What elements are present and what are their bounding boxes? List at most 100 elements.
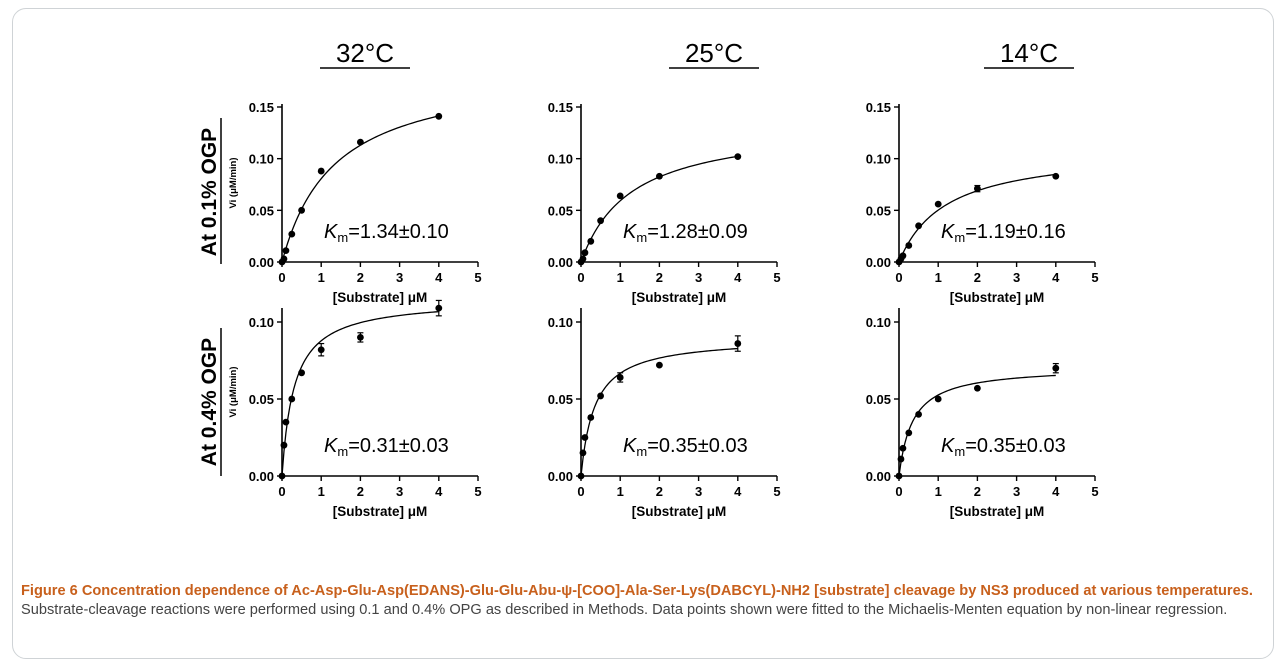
- row-label-0-4-ogp: At 0.4% OGP: [198, 338, 221, 466]
- figure-frame: [12, 8, 1274, 659]
- panel-1-x-tick-label: 3: [695, 270, 702, 285]
- panel-2-km-annotation: Km=1.19±0.16: [941, 221, 1066, 245]
- panel-1-x-axis-label: [Substrate] μM: [632, 290, 727, 305]
- row-label-0-1-ogp: At 0.1% OGP: [198, 128, 221, 256]
- panel-1-y-tick-label: 0.05: [548, 203, 573, 218]
- panel-4-data-point: [581, 434, 589, 441]
- panel-0-y-tick-label: 0.15: [249, 100, 274, 115]
- panel-3-data-point: [435, 304, 443, 312]
- caption-title: Figure 6 Concentration dependence of Ac-…: [21, 583, 1253, 599]
- panel-5-x-tick-label: 3: [1013, 484, 1020, 499]
- panel-0-data-point: [317, 167, 325, 175]
- panel-0-x-axis-label: [Substrate] μM: [333, 290, 428, 305]
- panel-3: 0 1 2 3 4 5 0.00 0.05 0.10 [Substrate] μM Vi (μM/m…: [228, 299, 482, 519]
- panel-3-data-point: [298, 369, 305, 377]
- panel-4: 0 1 2 3 4 5 0.00 0.05 0.10 [Substrate] μM Km=0.35±…: [548, 308, 781, 519]
- panel-0-y-tick-label: 0.05: [249, 203, 274, 218]
- panel-3-data-point: [282, 418, 290, 426]
- panel-0-data-point: [280, 255, 288, 263]
- panel-5-fit-curve: [898, 374, 1056, 477]
- panel-5-data-point: [974, 384, 981, 392]
- panel-2-data-point: [915, 222, 922, 230]
- panel-5-data-point: [897, 455, 905, 463]
- panel-4-fit-curve: [580, 347, 738, 477]
- panel-1-data-point: [597, 217, 604, 225]
- column-header-14c: 14°C: [1000, 38, 1058, 68]
- panel-5-y-tick-label: 0.05: [866, 392, 891, 407]
- panel-4-y-tick-label: 0.00: [548, 469, 573, 484]
- panel-4-data-point: [616, 374, 624, 381]
- figure-panels: 32°C 25°C 14°C At 0.1% OGP At 0.4% OGP 0…: [198, 38, 1099, 519]
- panel-3-x-tick-label: 4: [435, 484, 443, 499]
- panel-1-x-tick-label: 4: [734, 270, 742, 285]
- panel-1-x-tick-label: 5: [773, 270, 780, 285]
- panel-1-x-tick-label: 0: [577, 270, 584, 285]
- panel-2-x-tick-label: 2: [974, 270, 981, 285]
- column-header-25c: 25°C: [685, 38, 743, 68]
- panel-0-y-axis-label: Vi (μM/min): [228, 157, 239, 208]
- panel-2-data-point: [899, 252, 907, 260]
- panel-3-data-point: [357, 334, 364, 341]
- panel-0-data-point: [288, 230, 296, 238]
- panel-2-x-tick-label: 0: [895, 270, 902, 285]
- panel-1-data-point: [579, 255, 587, 263]
- panel-3-data-point: [278, 472, 286, 480]
- panel-0-x-tick-label: 5: [474, 270, 481, 285]
- panel-3-data-point: [317, 346, 325, 354]
- panel-5-data-point: [905, 429, 913, 437]
- panel-2-x-tick-label: 3: [1013, 270, 1020, 285]
- panel-1-y-tick-label: 0.00: [548, 255, 573, 270]
- panel-5-data-point: [1052, 364, 1060, 372]
- panel-0-km-annotation: Km=1.34±0.10: [324, 221, 449, 245]
- panel-0-x-tick-label: 4: [435, 270, 443, 285]
- panel-1: 0 1 2 3 4 5 0.00 0.05 0.10 0.15 [Substrate] μM Km=1…: [548, 100, 781, 305]
- column-header-32c: 32°C: [336, 38, 394, 68]
- panel-0-data-point: [357, 138, 364, 146]
- panel-2: 0 1 2 3 4 5 0.00 0.05 0.10 0.15 [Substrate] μM Km=1…: [866, 100, 1099, 305]
- panel-2-data-point: [974, 185, 981, 193]
- panel-3-y-tick-label: 0.10: [249, 315, 274, 330]
- panel-0-y-tick-label: 0.10: [249, 152, 274, 167]
- panel-4-x-axis-label: [Substrate] μM: [632, 504, 727, 519]
- panel-0-x-tick-label: 1: [318, 270, 325, 285]
- panel-1-km-annotation: Km=1.28±0.09: [623, 221, 748, 245]
- panel-1-y-tick-label: 0.10: [548, 152, 573, 167]
- panel-2-x-tick-label: 5: [1091, 270, 1098, 285]
- panel-1-x-tick-label: 2: [656, 270, 663, 285]
- panel-1-y-tick-label: 0.15: [548, 100, 573, 115]
- panel-5-data-point: [899, 444, 907, 452]
- panel-3-km-annotation: Km=0.31±0.03: [324, 435, 449, 459]
- panel-4-y-tick-label: 0.05: [548, 392, 573, 407]
- panel-4-x-tick-label: 2: [656, 484, 663, 499]
- panel-2-x-axis-label: [Substrate] μM: [950, 290, 1045, 305]
- caption-body: Substrate-cleavage reactions were perfor…: [21, 602, 1228, 618]
- panel-3-y-axis-label: Vi (μM/min): [228, 366, 239, 417]
- panel-0-data-point: [435, 112, 443, 120]
- panel-4-data-point: [656, 361, 663, 369]
- panel-5-x-tick-label: 1: [935, 484, 942, 499]
- panel-3-x-tick-label: 2: [357, 484, 364, 499]
- panel-2-x-tick-label: 1: [935, 270, 942, 285]
- panel-2-x-tick-label: 4: [1052, 270, 1060, 285]
- panel-4-x-tick-label: 0: [577, 484, 584, 499]
- panel-1-fit-curve: [580, 155, 738, 263]
- panel-4-data-point: [577, 472, 585, 480]
- panel-0-data-point: [282, 247, 290, 255]
- panel-3-y-tick-label: 0.05: [249, 392, 274, 407]
- panel-1-data-point: [581, 249, 589, 257]
- panel-5: 0 1 2 3 4 5 0.00 0.05 0.10 [Substrate] μM Km=0.35±…: [866, 308, 1099, 519]
- panel-4-y-tick-label: 0.10: [548, 315, 573, 330]
- panel-5-data-point: [895, 472, 903, 480]
- panel-2-y-tick-label: 0.05: [866, 203, 891, 218]
- panel-3-x-tick-label: 3: [396, 484, 403, 499]
- panel-4-x-tick-label: 3: [695, 484, 702, 499]
- panel-2-data-point: [1052, 172, 1060, 180]
- panel-3-fit-curve: [281, 310, 439, 477]
- panel-1-data-point: [616, 192, 624, 200]
- panel-3-x-tick-label: 0: [278, 484, 285, 499]
- panel-4-x-tick-label: 4: [734, 484, 742, 499]
- panel-2-y-tick-label: 0.00: [866, 255, 891, 270]
- panel-1-x-tick-label: 1: [617, 270, 624, 285]
- panel-2-y-tick-label: 0.15: [866, 100, 891, 115]
- panel-0: 0 1 2 3 4 5 0.00 0.05 0.10 0.15 [Substrate] μM Vi (…: [228, 100, 482, 305]
